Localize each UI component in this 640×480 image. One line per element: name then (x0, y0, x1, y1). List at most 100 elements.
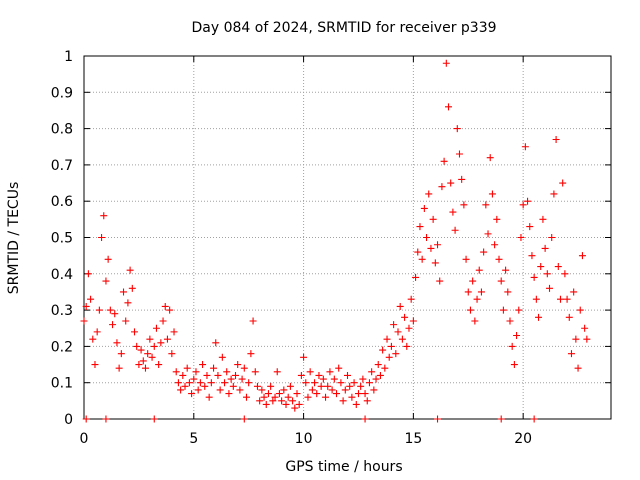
data-point (95, 306, 103, 314)
data-point (326, 368, 334, 376)
data-point (223, 368, 231, 376)
data-point (185, 379, 193, 387)
data-point (581, 324, 589, 332)
y-tick-label: 0.2 (51, 339, 73, 355)
data-point (535, 313, 543, 321)
data-point (333, 390, 341, 398)
data-point (104, 255, 112, 263)
data-point (403, 342, 411, 350)
data-point (559, 179, 567, 187)
data-point (113, 339, 121, 347)
data-point (262, 400, 270, 408)
data-point (532, 295, 540, 303)
data-point (258, 386, 266, 394)
data-point (249, 317, 257, 325)
data-point (539, 215, 547, 223)
data-point (556, 295, 564, 303)
data-point (115, 364, 123, 372)
data-point (565, 313, 573, 321)
data-point (106, 306, 114, 314)
data-point (488, 190, 496, 198)
baseline-point (82, 415, 90, 423)
x-axis-label: GPS time / hours (285, 459, 402, 475)
data-point (567, 350, 575, 358)
data-point (370, 386, 378, 394)
data-point (563, 295, 571, 303)
data-point (100, 212, 108, 220)
data-point (330, 375, 338, 383)
data-point (583, 335, 591, 343)
data-point (379, 346, 387, 354)
data-point (420, 204, 428, 212)
data-point (141, 364, 149, 372)
data-point (229, 382, 237, 390)
data-point (84, 270, 92, 278)
data-point (546, 284, 554, 292)
data-point (407, 295, 415, 303)
data-point (412, 273, 420, 281)
data-point (466, 306, 474, 314)
data-point (455, 150, 463, 158)
data-point (111, 310, 119, 318)
data-point (515, 306, 523, 314)
data-point (128, 284, 136, 292)
data-point (363, 397, 371, 405)
data-point (337, 379, 345, 387)
data-point (319, 375, 327, 383)
data-point (361, 390, 369, 398)
data-point (436, 277, 444, 285)
y-tick-label: 0.3 (51, 303, 73, 319)
data-point (245, 379, 253, 387)
data-point (561, 270, 569, 278)
data-point (87, 295, 95, 303)
data-point (449, 208, 457, 216)
axis-ticks: 00.10.20.30.40.50.60.70.80.910 5 10 15 20 (51, 49, 611, 447)
data-point (418, 255, 426, 263)
data-point (251, 368, 259, 376)
data-point (284, 393, 292, 401)
data-point (502, 266, 510, 274)
data-point (550, 190, 558, 198)
data-point (253, 382, 261, 390)
data-point (484, 230, 492, 238)
data-point (394, 328, 402, 336)
data-point (530, 273, 538, 281)
data-point (365, 379, 373, 387)
data-point (510, 361, 518, 369)
data-point (221, 379, 229, 387)
data-point (434, 241, 442, 249)
data-point (291, 404, 299, 412)
y-axis-label: SRMTID / TECUs (6, 182, 22, 295)
data-point (188, 390, 196, 398)
y-tick-label: 0.1 (51, 376, 73, 392)
data-point (451, 226, 459, 234)
data-point (139, 357, 147, 365)
data-point (109, 321, 117, 329)
data-point (570, 288, 578, 296)
data-point (199, 361, 207, 369)
data-point (554, 263, 562, 271)
data-point (328, 386, 336, 394)
x-tick-label: 10 (295, 431, 313, 447)
data-point (293, 390, 301, 398)
data-point (120, 288, 128, 296)
data-point (576, 306, 584, 314)
data-point (499, 306, 507, 314)
data-point (135, 361, 143, 369)
data-point (513, 332, 521, 340)
data-point (438, 183, 446, 191)
data-point (409, 317, 417, 325)
data-point (354, 390, 362, 398)
data-point (425, 190, 433, 198)
data-point (348, 393, 356, 401)
data-point (491, 241, 499, 249)
x-tick-label: 15 (404, 431, 422, 447)
y-tick-label: 0 (64, 412, 73, 428)
data-point (548, 234, 556, 241)
data-point (163, 335, 171, 343)
data-point (497, 277, 505, 285)
data-point (352, 400, 360, 408)
x-tick-label: 5 (189, 431, 198, 447)
data-point (207, 379, 215, 387)
data-point (405, 324, 413, 332)
